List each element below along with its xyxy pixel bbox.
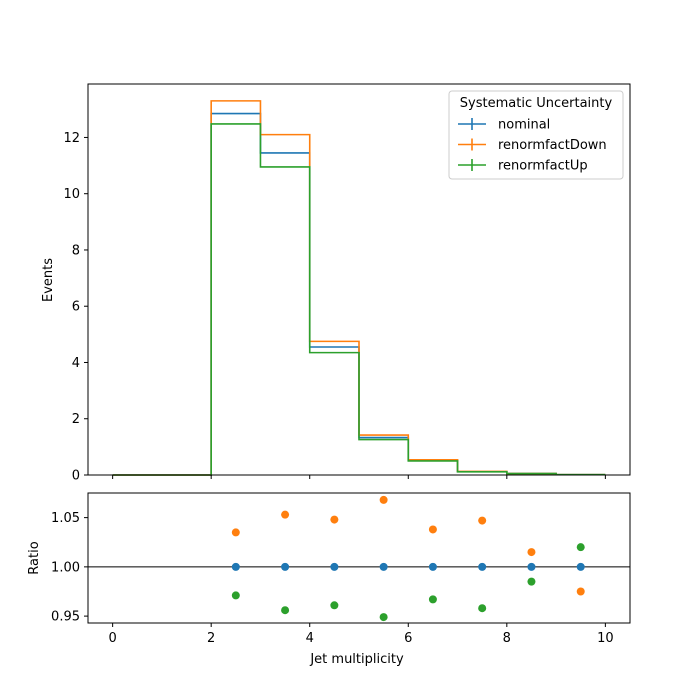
histogram-series-renormfactUp [112, 123, 606, 476]
histogram-y-tick-label: 12 [63, 131, 80, 146]
legend-box [448, 90, 624, 180]
ratio-point [428, 562, 437, 571]
histogram-panel: 0 2 4 6 8 10 12 Events Systematic Uncertainty … [41, 83, 631, 484]
histogram-y-tick-label: 8 [72, 243, 80, 258]
ratio-point [281, 510, 290, 519]
ratio-point [379, 613, 388, 622]
legend-entries: nominal renormfactDown renormfactUp [458, 118, 607, 174]
ratio-point [478, 562, 487, 571]
ratio-point [281, 562, 290, 571]
legend-label: renormfactDown [498, 138, 607, 153]
ratio-series-group [231, 495, 585, 622]
ratio-x-tick-label: 4 [306, 631, 314, 646]
ratio-point [231, 528, 240, 537]
ratio-x-tick-label: 2 [207, 631, 215, 646]
ratio-axes: 0.95 1.00 1.05 0 2 4 6 8 10 [51, 511, 614, 646]
histogram-y-tick-label: 0 [72, 469, 80, 484]
ratio-point [428, 525, 437, 534]
ratio-x-tick-label: 6 [404, 631, 412, 646]
ratio-x-tick-label: 10 [597, 631, 614, 646]
histogram-y-axis-label: Events [41, 258, 56, 302]
ratio-axes-frame [87, 492, 631, 624]
ratio-point [379, 562, 388, 571]
ratio-point [527, 577, 536, 586]
legend-title: Systematic Uncertainty [460, 96, 613, 111]
ratio-point [527, 562, 536, 571]
ratio-series-nominal [231, 562, 585, 571]
legend-entry-renormfactDown: renormfactDown [458, 138, 607, 153]
ratio-y-tick-label: 0.95 [51, 610, 80, 625]
legend-label: renormfactUp [498, 159, 588, 174]
ratio-point [330, 601, 339, 610]
ratio-point [281, 606, 290, 615]
ratio-point [576, 587, 585, 596]
ratio-panel: 0.95 1.00 1.05 0 2 4 6 8 10 Ratio Jet multiplici… [27, 492, 631, 667]
legend-label: nominal [498, 118, 550, 133]
histogram-axes-frame [87, 83, 631, 476]
ratio-y-tick-label: 1.05 [51, 511, 80, 526]
ratio-point [478, 604, 487, 613]
ratio-series-renormfactUp [231, 543, 585, 622]
histogram-y-tick-label: 10 [63, 187, 80, 202]
ratio-series-renormfactDown [231, 495, 585, 596]
ratio-point [478, 516, 487, 525]
legend-entry-renormfactUp: renormfactUp [458, 159, 588, 174]
ratio-x-tick-label: 0 [108, 631, 116, 646]
histogram-y-tick-label: 2 [72, 412, 80, 427]
ratio-point [576, 562, 585, 571]
ratio-point [231, 591, 240, 600]
legend-entry-nominal: nominal [458, 118, 550, 133]
ratio-point [330, 562, 339, 571]
histogram-y-tick-label: 6 [72, 300, 80, 315]
ratio-point [231, 562, 240, 571]
ratio-point [428, 595, 437, 604]
histogram-series-group [112, 100, 606, 476]
ratio-x-tick-label: 8 [503, 631, 511, 646]
ratio-point [330, 515, 339, 524]
x-axis-label: Jet multiplicity [309, 652, 404, 667]
ratio-point [576, 543, 585, 552]
histogram-y-tick-label: 4 [72, 356, 80, 371]
ratio-y-tick-label: 1.00 [51, 560, 80, 575]
ratio-point [527, 548, 536, 557]
ratio-y-axis-label: Ratio [27, 541, 42, 574]
ratio-point [379, 495, 388, 504]
legend: Systematic Uncertainty nominal renormfact… [448, 90, 624, 180]
histogram-axes: 0 2 4 6 8 10 12 [63, 131, 606, 484]
